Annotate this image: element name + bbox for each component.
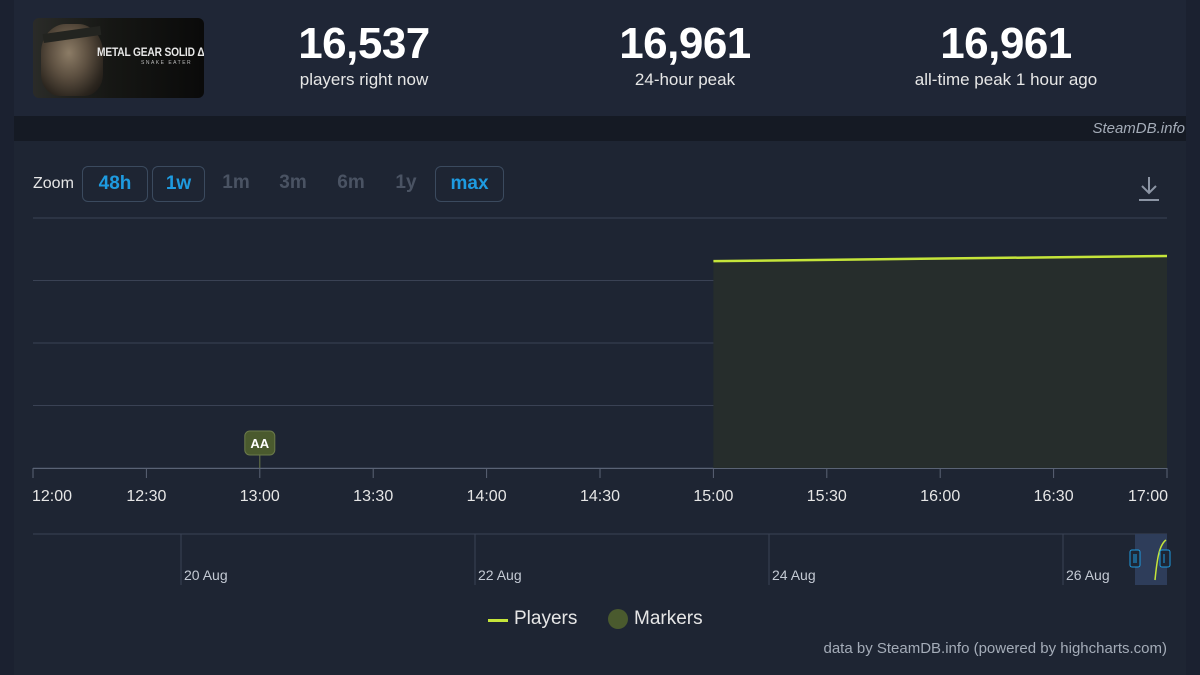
navigator-date-label: 24 Aug <box>772 567 816 583</box>
marker-label: AA <box>250 436 269 451</box>
stat-24h-peak: 16,961 24-hour peak <box>585 18 785 93</box>
zoom-1w-button[interactable]: 1w <box>152 166 205 202</box>
stat-value: 16,961 <box>619 19 751 68</box>
steamdb-credit-link[interactable]: SteamDB.info <box>1092 120 1185 137</box>
zoom-3m-button[interactable]: 3m <box>279 172 307 193</box>
stat-current-players: 16,537 players right now <box>264 18 464 93</box>
legend-label: Players <box>514 608 578 629</box>
stat-all-time-peak: 16,961 all-time peak 1 hour ago <box>886 18 1126 93</box>
x-tick-label: 16:30 <box>1034 488 1074 505</box>
stat-value: 16,961 <box>940 19 1072 68</box>
stat-label: 24-hour peak <box>634 70 736 89</box>
stat-label: all-time peak 1 hour ago <box>914 70 1098 89</box>
download-icon[interactable] <box>1136 175 1162 203</box>
navigator-handle-right <box>1159 549 1171 568</box>
x-tick-label: 13:00 <box>240 488 280 505</box>
navigator-date-label: 22 Aug <box>478 567 522 583</box>
series-area-players <box>713 255 1167 468</box>
zoom-max-button[interactable]: max <box>435 166 504 202</box>
marker-flag <box>244 430 276 456</box>
x-tick-label: 13:30 <box>353 488 393 505</box>
x-tick-label: 12:30 <box>126 488 166 505</box>
zoom-6m-button[interactable]: 6m <box>337 172 365 193</box>
navigator-handle-left <box>1129 549 1141 568</box>
credit-strip: SteamDB.info <box>14 116 1186 141</box>
x-tick-label: 15:30 <box>807 488 847 505</box>
footer-credit[interactable]: data by SteamDB.info (powered by highcha… <box>823 640 1168 657</box>
x-tick-label: 14:00 <box>467 488 507 505</box>
x-tick-label: 14:30 <box>580 488 620 505</box>
game-cover-image[interactable]: METAL GEAR SOLID Δ SNAKE EATER <box>33 18 204 98</box>
legend-line-icon <box>488 619 508 622</box>
x-tick-label: 17:00 <box>1128 488 1168 505</box>
navigator-date-label: 20 Aug <box>184 567 228 583</box>
zoom-48h-button[interactable]: 48h <box>82 166 148 202</box>
legend-label: Markers <box>634 608 703 629</box>
legend-dot-icon <box>608 609 628 629</box>
stat-value: 16,537 <box>298 19 430 68</box>
series-line-players <box>713 254 1168 263</box>
navigator-series-line <box>1154 539 1167 581</box>
x-tick-label: 15:00 <box>693 488 733 505</box>
cover-logo-text: METAL GEAR SOLID Δ <box>97 45 204 59</box>
stat-label: players right now <box>299 70 429 89</box>
x-tick-label: 16:00 <box>920 488 960 505</box>
navigator-date-label: 26 Aug <box>1066 567 1110 583</box>
x-tick-label: 12:00 <box>32 488 72 505</box>
cover-logo-subtitle: SNAKE EATER <box>141 60 193 66</box>
header <box>14 0 1186 116</box>
zoom-1m-button[interactable]: 1m <box>222 172 250 193</box>
zoom-label: Zoom <box>33 175 74 192</box>
zoom-1y-button[interactable]: 1y <box>395 172 417 193</box>
